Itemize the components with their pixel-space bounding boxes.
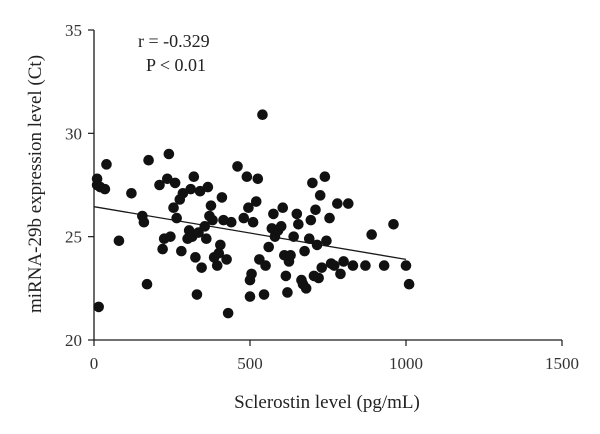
data-point-3 xyxy=(99,183,111,195)
data-point-97 xyxy=(335,268,346,280)
data-point-30 xyxy=(191,289,203,300)
data-point-81 xyxy=(300,283,312,294)
data-point-33 xyxy=(196,262,207,273)
data-point-52 xyxy=(243,202,254,214)
data-point-55 xyxy=(246,268,257,280)
data-point-76 xyxy=(291,208,303,220)
data-point-29 xyxy=(190,252,201,263)
data-point-51 xyxy=(241,171,253,183)
data-point-93 xyxy=(324,212,335,224)
data-point-71 xyxy=(280,270,292,282)
y-tick-label-2: 30 xyxy=(65,124,82,143)
data-point-34 xyxy=(199,221,211,232)
data-point-83 xyxy=(305,214,317,226)
data-point-39 xyxy=(207,214,218,226)
data-point-96 xyxy=(332,198,343,209)
data-point-56 xyxy=(247,216,259,228)
data-point-4 xyxy=(101,159,112,170)
data-point-89 xyxy=(314,190,326,201)
data-point-41 xyxy=(211,260,223,271)
data-point-104 xyxy=(388,218,399,230)
data-point-12 xyxy=(154,179,165,191)
data-point-99 xyxy=(342,198,354,209)
data-point-57 xyxy=(250,196,262,207)
data-point-54 xyxy=(244,291,256,302)
data-point-58 xyxy=(252,173,264,185)
data-point-69 xyxy=(277,202,289,214)
data-point-22 xyxy=(176,245,187,257)
x-tick-label-1: 500 xyxy=(237,354,263,373)
data-point-13 xyxy=(157,243,168,255)
data-point-75 xyxy=(288,231,299,242)
data-point-20 xyxy=(171,212,182,224)
data-point-86 xyxy=(310,204,321,216)
data-point-7 xyxy=(126,187,137,199)
data-point-11 xyxy=(143,154,154,166)
data-point-48 xyxy=(225,216,237,228)
data-point-19 xyxy=(169,177,181,189)
data-point-9 xyxy=(138,216,150,228)
data-point-91 xyxy=(319,171,331,183)
data-point-50 xyxy=(238,212,250,224)
x-tick-label-3: 1500 xyxy=(545,354,579,373)
x-tick-label-0: 0 xyxy=(90,354,99,373)
data-point-38 xyxy=(205,200,217,211)
data-point-17 xyxy=(165,231,176,242)
y-axis-title: miRNA-29b expression level (Ct) xyxy=(25,55,46,313)
data-point-100 xyxy=(347,260,359,271)
p-value-annotation: P < 0.01 xyxy=(146,55,206,75)
data-point-84 xyxy=(307,177,318,189)
data-point-68 xyxy=(275,221,287,232)
data-point-74 xyxy=(285,249,296,261)
data-point-105 xyxy=(400,260,412,271)
data-point-102 xyxy=(366,229,377,240)
x-tick-label-2: 1000 xyxy=(389,354,423,373)
data-point-35 xyxy=(201,233,212,245)
points-layer xyxy=(91,109,415,319)
data-point-65 xyxy=(268,208,279,220)
data-point-32 xyxy=(194,185,206,197)
x-axis-title: Sclerostin level (pg/mL) xyxy=(234,392,420,413)
data-point-10 xyxy=(141,278,153,290)
data-point-43 xyxy=(215,239,226,251)
data-point-101 xyxy=(360,260,371,271)
data-point-44 xyxy=(216,192,228,203)
data-point-15 xyxy=(162,173,173,185)
data-point-72 xyxy=(282,287,293,298)
data-point-106 xyxy=(403,278,415,290)
data-point-61 xyxy=(258,289,270,300)
data-point-5 xyxy=(93,301,104,313)
data-point-87 xyxy=(311,239,323,251)
data-point-103 xyxy=(378,260,390,271)
data-point-6 xyxy=(113,235,125,247)
data-point-42 xyxy=(213,247,225,259)
data-point-90 xyxy=(316,262,328,273)
data-point-16 xyxy=(163,148,175,160)
data-point-26 xyxy=(185,183,197,195)
y-tick-label-0: 20 xyxy=(65,331,82,350)
data-point-47 xyxy=(222,307,234,319)
data-point-80 xyxy=(299,245,310,257)
data-point-95 xyxy=(328,260,340,271)
data-point-60 xyxy=(257,109,268,121)
data-point-92 xyxy=(321,235,332,247)
y-tick-label-1: 25 xyxy=(65,228,82,247)
data-point-49 xyxy=(232,161,243,172)
data-point-63 xyxy=(263,241,275,253)
correlation-annotation: r = -0.329 xyxy=(138,31,210,51)
y-tick-label-3: 35 xyxy=(65,21,82,40)
data-point-82 xyxy=(303,233,315,245)
data-point-46 xyxy=(221,254,232,265)
data-point-77 xyxy=(293,218,304,230)
data-point-98 xyxy=(338,256,349,267)
data-point-18 xyxy=(168,202,179,214)
data-point-88 xyxy=(313,272,324,284)
data-point-36 xyxy=(202,181,214,193)
ticks: 0 500 1000 1500 20 25 30 35 xyxy=(65,21,579,373)
data-point-23 xyxy=(177,187,189,199)
data-point-62 xyxy=(260,260,271,271)
data-point-28 xyxy=(188,171,200,183)
